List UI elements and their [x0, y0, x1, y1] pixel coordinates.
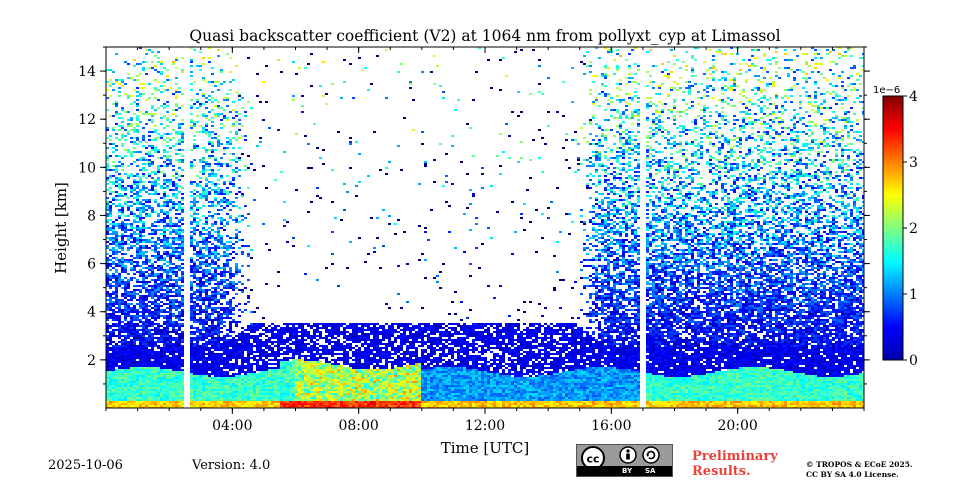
- colorbar-tick-label: 2: [909, 221, 918, 237]
- colorbar-gradient: [883, 96, 903, 360]
- x-tick-label: 04:00: [212, 418, 252, 434]
- y-tick-label: 12: [78, 112, 96, 128]
- backscatter-heatmap: [106, 47, 865, 409]
- y-axis-label: Height [km]: [52, 182, 70, 274]
- footer-date: 2025-10-06: [48, 458, 123, 473]
- y-tick-label: 2: [87, 353, 96, 369]
- y-tick-label: 6: [87, 257, 96, 273]
- colorbar-multiplier: 1e−6: [873, 85, 900, 96]
- x-tick-label: 12:00: [465, 418, 505, 434]
- y-tick-label: 8: [87, 208, 96, 224]
- sa-icon: [643, 447, 659, 463]
- x-tick-label: 08:00: [338, 418, 378, 434]
- cc-license-badge: cc BY SA: [576, 444, 673, 477]
- x-tick-label: 20:00: [717, 418, 757, 434]
- cc-by-label: BY: [622, 466, 632, 476]
- preliminary-results-note: Preliminary Results.: [692, 449, 778, 479]
- copyright-note: © TROPOS & ECoE 2025. CC BY SA 4.0 Licen…: [806, 460, 913, 480]
- y-tick-label: 4: [87, 305, 96, 321]
- preliminary-line-2: Results.: [692, 464, 778, 479]
- cc-sa-label: SA: [645, 466, 655, 476]
- y-tick-label: 10: [78, 160, 96, 176]
- colorbar-tick-label: 4: [909, 89, 918, 105]
- colorbar-tick-label: 3: [909, 155, 918, 171]
- copyright-line-2: CC BY SA 4.0 License.: [806, 470, 913, 480]
- footer-version: Version: 4.0: [192, 458, 270, 473]
- y-tick-label: 14: [78, 64, 96, 80]
- x-tick-label: 16:00: [591, 418, 631, 434]
- preliminary-line-1: Preliminary: [692, 449, 778, 464]
- colorbar-tick-label: 0: [909, 353, 918, 369]
- colorbar-tick-label: 1: [909, 287, 918, 303]
- copyright-line-1: © TROPOS & ECoE 2025.: [806, 460, 913, 470]
- colorbar: 0 1 2 3 4 1e−6: [873, 85, 918, 369]
- chart-title: Quasi backscatter coefficient (V2) at 10…: [189, 27, 780, 45]
- x-axis-label: Time [UTC]: [441, 439, 530, 457]
